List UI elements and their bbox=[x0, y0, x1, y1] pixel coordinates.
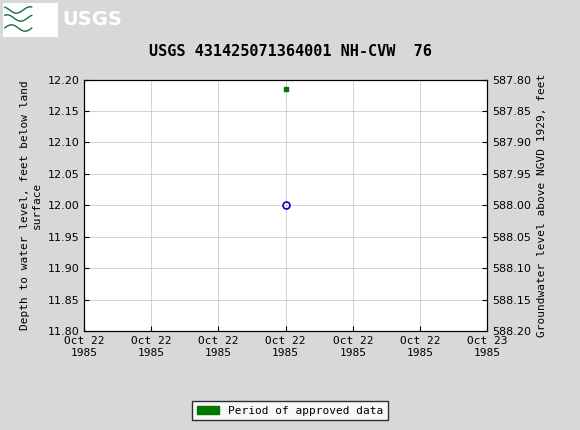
Y-axis label: Groundwater level above NGVD 1929, feet: Groundwater level above NGVD 1929, feet bbox=[536, 74, 546, 337]
Legend: Period of approved data: Period of approved data bbox=[193, 401, 387, 420]
Text: USGS: USGS bbox=[63, 10, 122, 30]
Y-axis label: Depth to water level, feet below land
surface: Depth to water level, feet below land su… bbox=[20, 80, 42, 330]
Bar bbox=[3, 3, 58, 37]
Text: USGS 431425071364001 NH-CVW  76: USGS 431425071364001 NH-CVW 76 bbox=[148, 44, 432, 59]
